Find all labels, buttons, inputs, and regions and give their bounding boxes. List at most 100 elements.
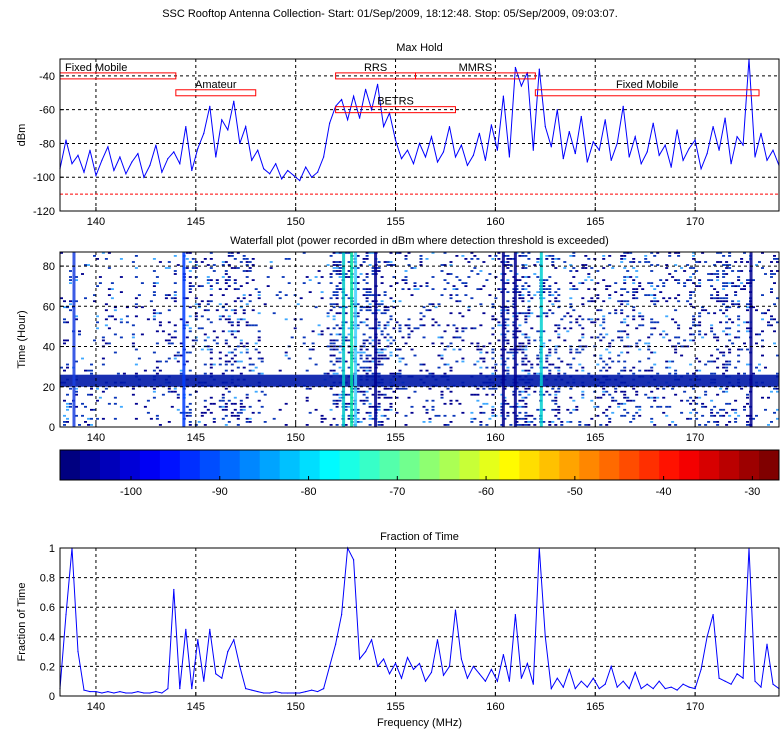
waterfall-cell xyxy=(257,330,261,333)
waterfall-cell xyxy=(230,333,234,336)
waterfall-cell xyxy=(188,270,192,272)
waterfall-cell xyxy=(305,424,309,426)
waterfall-cell xyxy=(155,276,159,278)
waterfall-cell xyxy=(626,276,630,278)
waterfall-cell xyxy=(719,351,723,354)
waterfall-cell xyxy=(644,261,648,263)
waterfall-cell xyxy=(689,333,693,336)
waterfall-cell xyxy=(311,342,315,345)
waterfall-cell xyxy=(662,285,666,288)
waterfall-cell xyxy=(359,309,363,312)
waterfall-cell xyxy=(422,405,426,408)
waterfall-cell xyxy=(719,300,723,303)
waterfall-cell xyxy=(260,390,264,393)
waterfall-cell xyxy=(236,321,240,324)
waterfall-cell xyxy=(587,276,591,278)
data-point xyxy=(724,117,726,119)
waterfall-cell xyxy=(371,312,375,315)
waterfall-cell xyxy=(401,357,405,360)
waterfall-cell xyxy=(185,297,189,300)
waterfall-cell xyxy=(113,396,117,399)
waterfall-cell xyxy=(737,300,741,303)
waterfall-cell xyxy=(254,342,258,345)
colorbar-swatch xyxy=(679,450,700,480)
waterfall-cell xyxy=(398,360,402,363)
waterfall-band xyxy=(60,374,779,387)
waterfall-cell xyxy=(506,282,510,285)
waterfall-cell xyxy=(650,333,654,336)
data-point xyxy=(610,159,612,161)
waterfall-cell xyxy=(203,309,207,312)
waterfall-cell xyxy=(716,261,720,263)
waterfall-cell xyxy=(716,273,720,275)
waterfall-cell xyxy=(713,421,717,423)
waterfall-cell xyxy=(140,306,144,309)
waterfall-cell xyxy=(257,336,261,339)
waterfall-cell xyxy=(716,276,720,278)
waterfall-cell xyxy=(134,402,138,405)
waterfall-cell xyxy=(716,270,720,272)
waterfall-cell xyxy=(758,369,761,372)
waterfall-cell xyxy=(164,297,168,300)
waterfall-cell xyxy=(431,372,435,375)
waterfall-cell xyxy=(293,327,297,330)
waterfall-cell xyxy=(221,372,225,375)
waterfall-cell xyxy=(200,315,204,318)
waterfall-cell xyxy=(668,297,672,300)
waterfall-cell xyxy=(722,273,726,275)
waterfall-cell xyxy=(635,327,639,330)
data-point xyxy=(634,136,636,138)
waterfall-cell xyxy=(356,312,360,315)
waterfall-cell xyxy=(380,276,384,278)
waterfall-cell xyxy=(503,264,507,266)
waterfall-cell xyxy=(365,396,369,399)
waterfall-cell xyxy=(692,258,696,260)
waterfall-cell xyxy=(224,261,228,263)
waterfall-cell xyxy=(494,369,498,372)
waterfall-cell xyxy=(599,396,603,399)
waterfall-cell xyxy=(689,363,693,366)
waterfall-cell xyxy=(389,408,393,411)
waterfall-cell xyxy=(752,417,755,420)
waterfall-cell xyxy=(548,351,552,354)
waterfall-cell xyxy=(401,279,405,282)
waterfall-cell xyxy=(66,417,69,420)
colorbar-swatch xyxy=(99,450,121,480)
waterfall-cell xyxy=(371,357,375,360)
waterfall-cell xyxy=(551,255,555,257)
waterfall-cell xyxy=(521,288,525,291)
waterfall-cell xyxy=(251,369,255,372)
waterfall-cell xyxy=(317,282,321,285)
data-point xyxy=(622,105,624,107)
waterfall-cell xyxy=(689,279,693,282)
waterfall-cell xyxy=(620,258,624,260)
data-point xyxy=(370,109,373,111)
data-point xyxy=(197,147,199,150)
data-point xyxy=(406,656,409,659)
waterfall-cell xyxy=(506,300,510,303)
waterfall-cell xyxy=(569,303,573,306)
waterfall-cell xyxy=(326,372,330,375)
waterfall-cell xyxy=(332,327,336,330)
waterfall-cell xyxy=(467,306,471,309)
waterfall-cell xyxy=(470,252,474,254)
waterfall-cell xyxy=(242,309,246,312)
waterfall-cell xyxy=(674,424,678,426)
waterfall-cell xyxy=(170,405,174,408)
waterfall-cell xyxy=(209,288,213,291)
waterfall-cell xyxy=(425,369,429,372)
waterfall-cell xyxy=(200,348,204,351)
colorbar-swatch xyxy=(699,450,720,480)
waterfall-cell xyxy=(98,396,102,399)
waterfall-cell xyxy=(557,324,561,327)
waterfall-cell xyxy=(602,318,606,321)
waterfall-cell xyxy=(578,421,582,423)
waterfall-cell xyxy=(536,408,540,411)
waterfall-cell xyxy=(245,276,249,278)
waterfall-cell xyxy=(218,405,222,408)
waterfall-cell xyxy=(770,270,773,272)
waterfall-cell xyxy=(410,267,414,269)
waterfall-cell xyxy=(404,324,408,327)
waterfall-cell xyxy=(527,387,531,390)
waterfall-cell xyxy=(377,354,381,357)
